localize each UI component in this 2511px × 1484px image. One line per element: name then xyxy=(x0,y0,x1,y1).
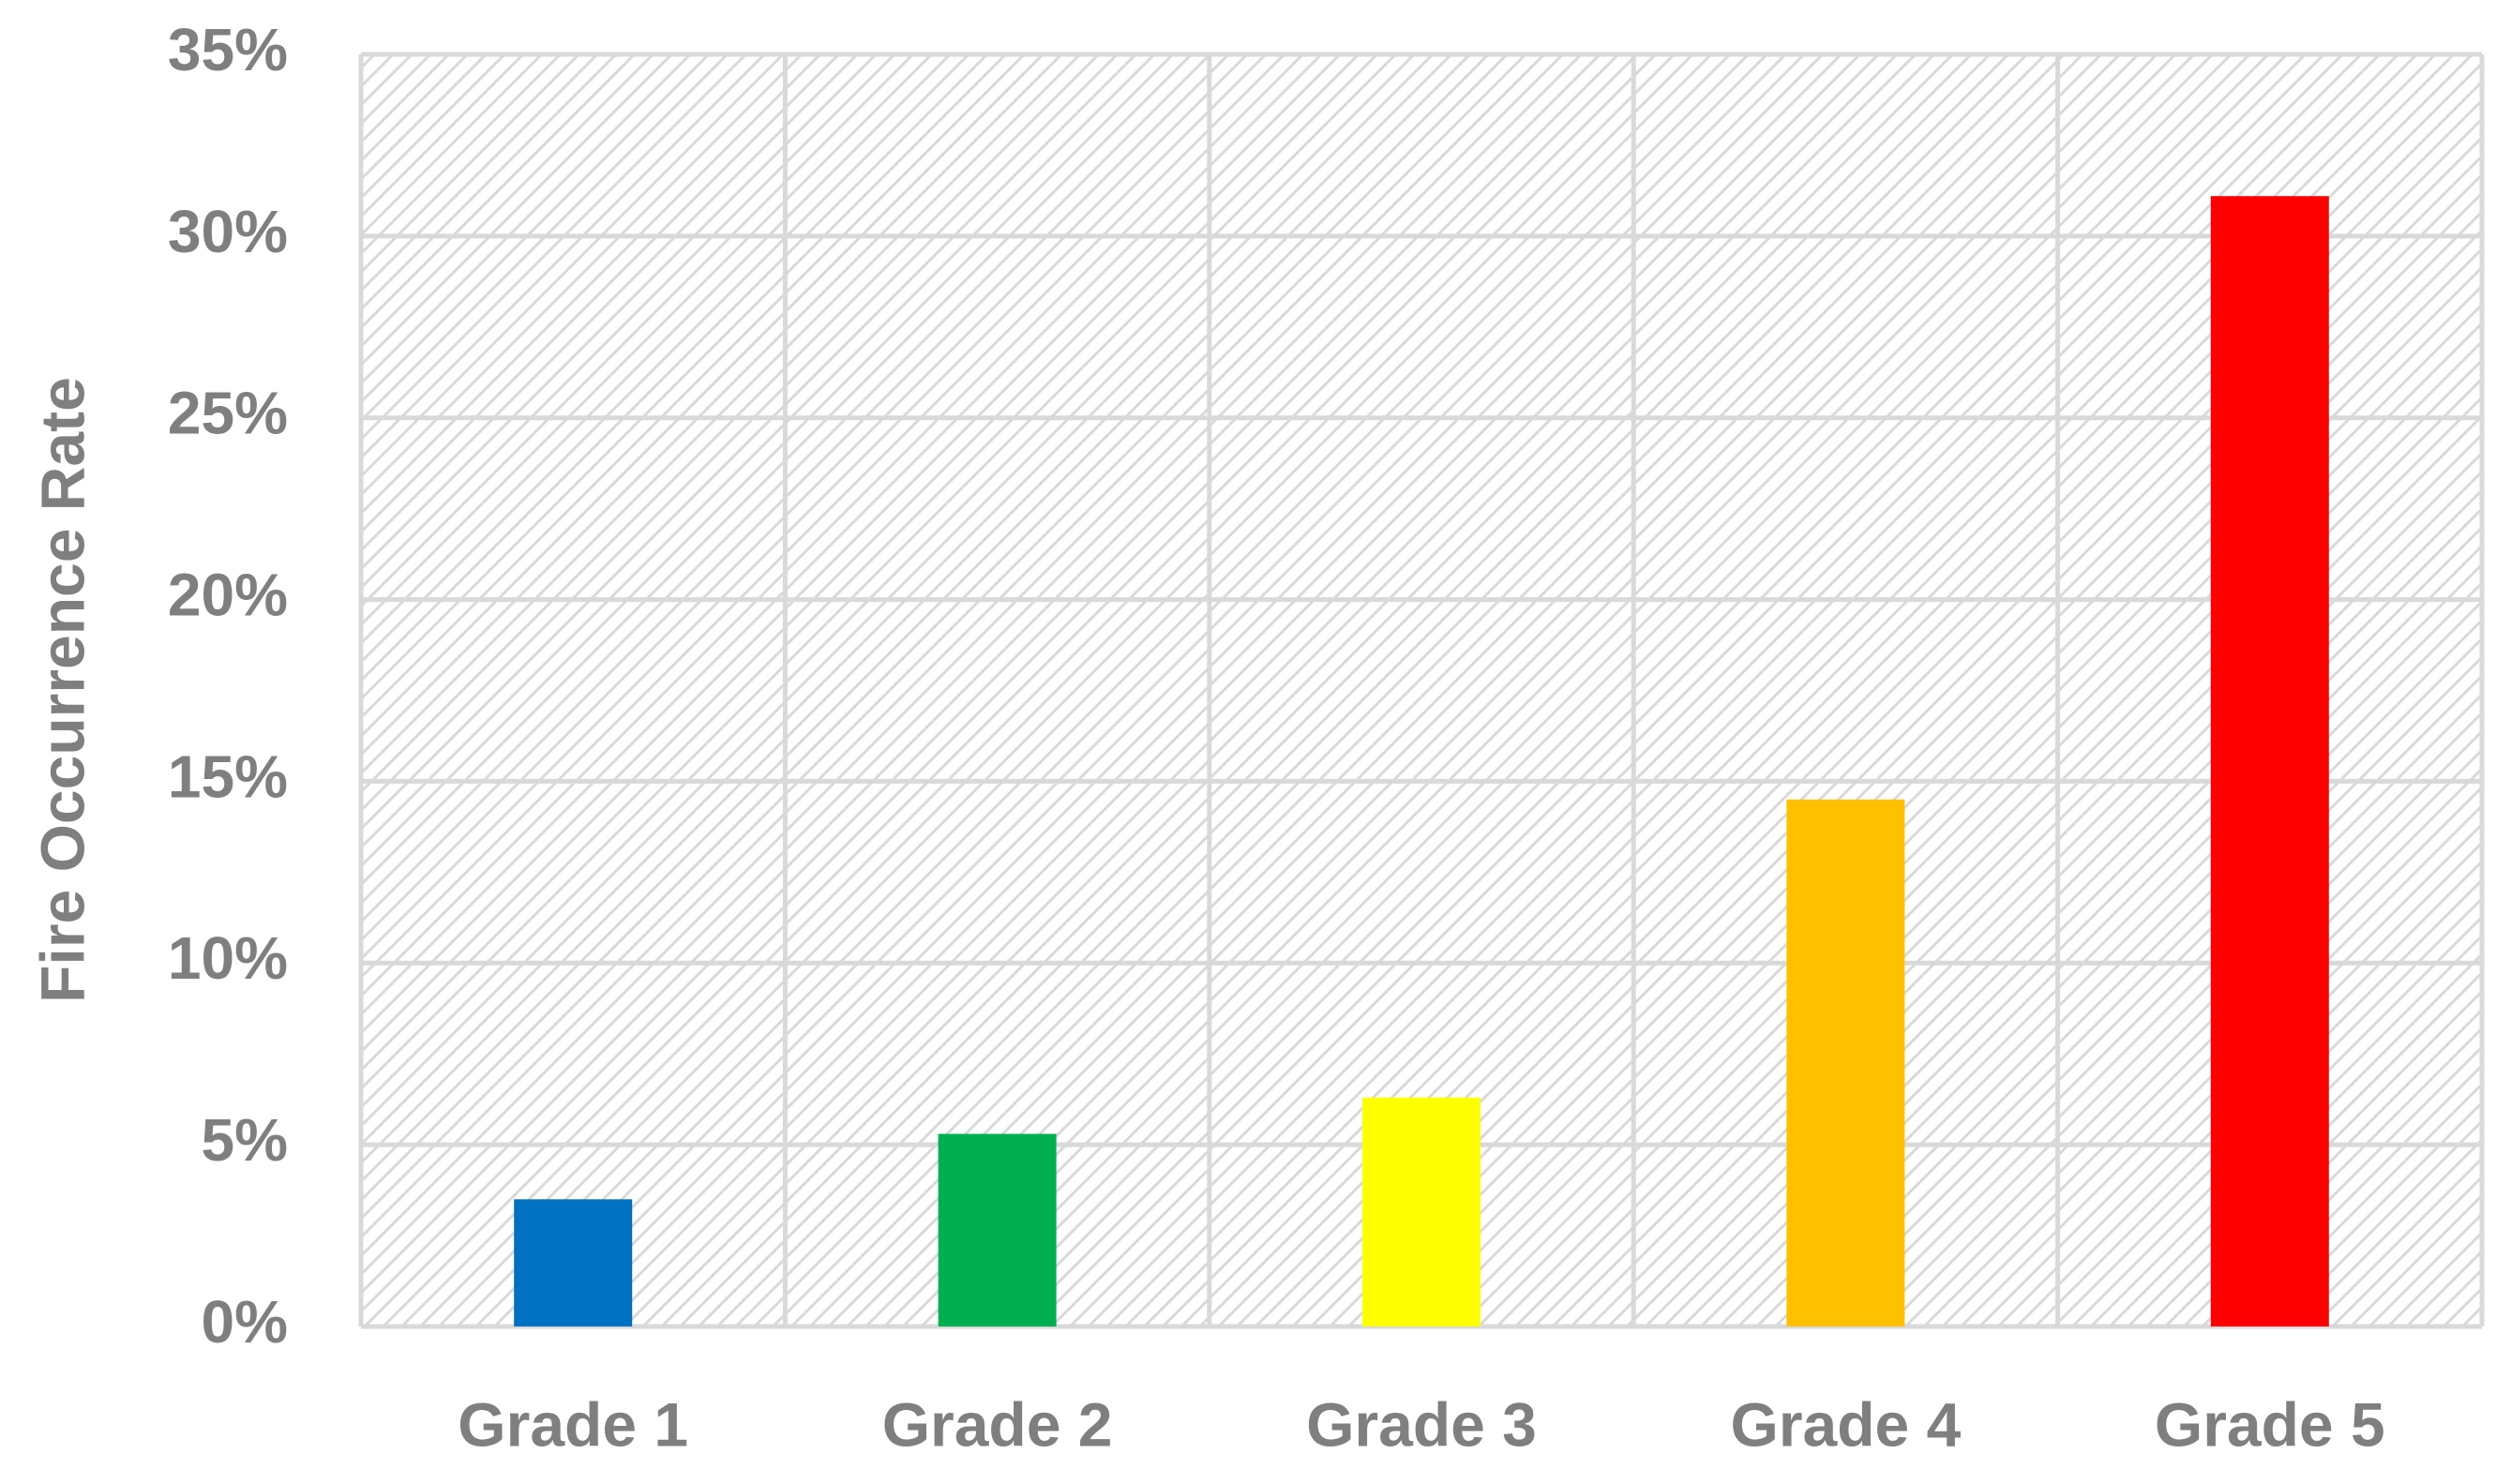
x-category-label: Grade 5 xyxy=(2155,1389,2385,1459)
y-axis-ticks: 0% 5% 10% 15% 20% 25% 30% 35% xyxy=(168,16,288,1356)
x-category-label: Grade 4 xyxy=(1731,1389,1962,1459)
bars xyxy=(514,196,2329,1327)
y-tick-label: 30% xyxy=(168,198,288,265)
y-tick-label: 20% xyxy=(168,561,288,628)
x-axis-labels: Grade 1 Grade 2 Grade 3 Grade 4 Grade 5 xyxy=(458,1389,2384,1459)
y-tick-label: 0% xyxy=(202,1288,289,1356)
x-category-label: Grade 2 xyxy=(882,1389,1113,1459)
y-tick-label: 5% xyxy=(202,1106,289,1174)
y-tick-label: 15% xyxy=(168,742,288,810)
y-tick-label: 25% xyxy=(168,380,288,447)
bar-grade-2 xyxy=(938,1133,1057,1327)
x-category-label: Grade 3 xyxy=(1306,1389,1537,1459)
bar-grade-4 xyxy=(1786,799,1905,1327)
bar-grade-3 xyxy=(1362,1097,1481,1327)
y-tick-label: 35% xyxy=(168,16,288,83)
bar-grade-5 xyxy=(2210,196,2329,1327)
y-tick-label: 10% xyxy=(168,924,288,992)
bar-grade-1 xyxy=(514,1199,633,1327)
y-axis-title: Fire Occurrence Rate xyxy=(27,377,97,1003)
x-category-label: Grade 1 xyxy=(458,1389,688,1459)
